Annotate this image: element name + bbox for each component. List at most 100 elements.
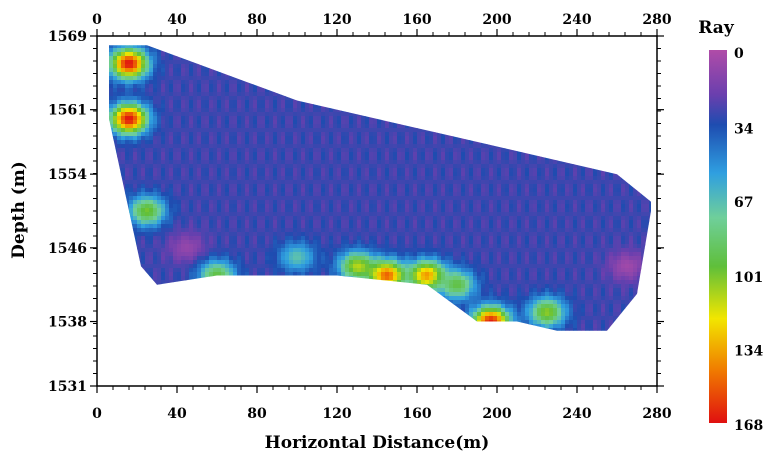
- heat-cell: [293, 116, 298, 121]
- heat-cell: [181, 216, 186, 221]
- heat-cell: [189, 164, 194, 169]
- heat-cell: [313, 128, 318, 133]
- heat-cell: [225, 208, 230, 213]
- heat-cell: [173, 140, 178, 145]
- heat-cell: [169, 80, 174, 85]
- heat-cell: [137, 132, 142, 137]
- heat-cell: [205, 76, 210, 81]
- heat-cell: [209, 120, 214, 125]
- heat-cell: [145, 84, 150, 89]
- heat-cell: [173, 180, 178, 185]
- heat-cell: [241, 204, 246, 209]
- heat-cell: [213, 216, 218, 221]
- heat-cell: [201, 120, 206, 125]
- heat-cell: [313, 216, 318, 221]
- heat-cell: [237, 196, 242, 201]
- heat-cell: [285, 216, 290, 221]
- heat-cell: [185, 164, 190, 169]
- heat-cell: [257, 220, 262, 225]
- heat-cell: [213, 112, 218, 117]
- heat-cell: [237, 156, 242, 161]
- heat-cell: [177, 56, 182, 61]
- heat-cell: [201, 212, 206, 217]
- heat-cell: [117, 148, 122, 153]
- heat-cell: [237, 224, 242, 229]
- heat-cell: [265, 236, 270, 241]
- heat-cell: [249, 144, 254, 149]
- heat-cell: [213, 196, 218, 201]
- heat-cell: [297, 244, 302, 249]
- heat-cell: [289, 272, 294, 277]
- heat-cell: [173, 228, 178, 233]
- heat-cell: [185, 204, 190, 209]
- heat-cell: [245, 112, 250, 117]
- heat-cell: [153, 164, 158, 169]
- heat-cell: [165, 152, 170, 157]
- heat-cell: [149, 56, 154, 61]
- heat-cell: [173, 124, 178, 129]
- heat-cell: [281, 268, 286, 273]
- heat-cell: [213, 156, 218, 161]
- heat-cell: [273, 96, 278, 101]
- heat-cell: [169, 216, 174, 221]
- heat-cell: [181, 168, 186, 173]
- heat-cell: [181, 188, 186, 193]
- heat-cell: [297, 224, 302, 229]
- heat-cell: [321, 220, 326, 225]
- heat-cell: [145, 216, 150, 221]
- heat-cell: [313, 176, 318, 181]
- heat-cell: [121, 116, 126, 121]
- heat-cell: [209, 164, 214, 169]
- heat-cell: [233, 100, 238, 105]
- heat-cell: [297, 116, 302, 121]
- heat-cell: [129, 204, 134, 209]
- heat-cell: [229, 128, 234, 133]
- heat-cell: [285, 208, 290, 213]
- heat-cell: [313, 132, 318, 137]
- heat-cell: [149, 136, 154, 141]
- heat-cell: [205, 140, 210, 145]
- heat-cell: [217, 96, 222, 101]
- heat-cell: [253, 252, 258, 257]
- heat-cell: [137, 56, 142, 61]
- heat-cell: [161, 184, 166, 189]
- heat-cell: [129, 52, 134, 57]
- heat-cell: [277, 152, 282, 157]
- heat-cell: [257, 100, 262, 105]
- heat-cell: [305, 232, 310, 237]
- heat-cell: [241, 84, 246, 89]
- heat-cell: [209, 152, 214, 157]
- heat-cell: [137, 140, 142, 145]
- heat-cell: [205, 180, 210, 185]
- heat-cell: [257, 124, 262, 129]
- heat-cell: [301, 244, 306, 249]
- heat-cell: [313, 248, 318, 253]
- heat-cell: [301, 188, 306, 193]
- heat-cell: [317, 252, 322, 257]
- heat-cell: [253, 120, 258, 125]
- heat-cell: [129, 148, 134, 153]
- heat-cell: [317, 220, 322, 225]
- heat-cell: [237, 260, 242, 265]
- heat-cell: [269, 240, 274, 245]
- heat-cell: [273, 264, 278, 269]
- heat-cell: [121, 88, 126, 93]
- heat-cell: [141, 252, 146, 257]
- heat-cell: [181, 116, 186, 121]
- heat-cell: [245, 148, 250, 153]
- heat-cell: [301, 264, 306, 269]
- heat-cell: [217, 184, 222, 189]
- heat-cell: [177, 152, 182, 157]
- heat-cell: [181, 152, 186, 157]
- heat-cell: [181, 156, 186, 161]
- heat-cell: [181, 272, 186, 277]
- heat-cell: [193, 268, 198, 273]
- heat-cell: [305, 168, 310, 173]
- heat-cell: [241, 88, 246, 93]
- heat-cell: [173, 256, 178, 261]
- heat-cell: [317, 112, 322, 117]
- heat-cell: [149, 180, 154, 185]
- heat-cell: [209, 196, 214, 201]
- heat-cell: [229, 92, 234, 97]
- heat-cell: [253, 152, 258, 157]
